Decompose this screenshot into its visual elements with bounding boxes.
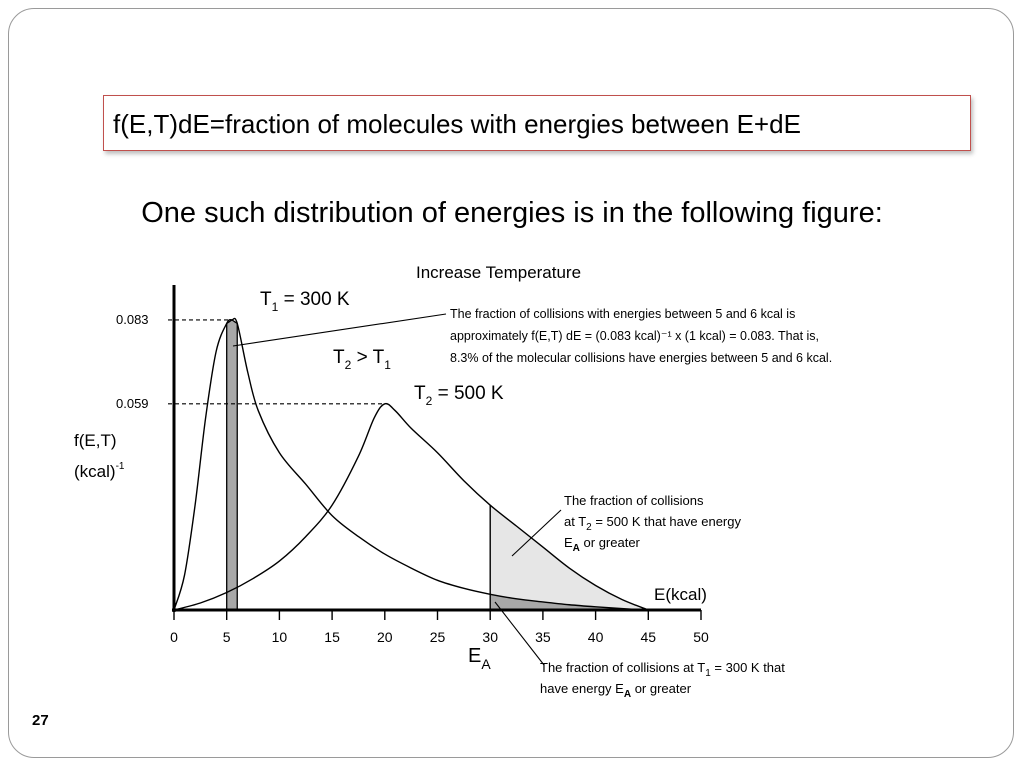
t2-gt-t1-label: T2 > T1 bbox=[333, 347, 391, 372]
band-note: The fraction of collisions with energies… bbox=[450, 307, 832, 365]
marks-layer bbox=[232, 313, 562, 666]
y-tick-label: 0.083 bbox=[116, 312, 149, 327]
chart-title: Increase Temperature bbox=[416, 263, 581, 282]
ea-axis-label: EA bbox=[468, 645, 491, 672]
t1-label: T1 = 300 K bbox=[260, 289, 350, 314]
highlight-band bbox=[226, 319, 238, 611]
series-t2-line bbox=[173, 402, 649, 611]
slide-title: f(E,T)dE=fraction of molecules with ener… bbox=[103, 95, 971, 151]
page-number: 27 bbox=[32, 712, 49, 729]
t2-tail-leader bbox=[511, 509, 562, 557]
t1-tail-leader bbox=[494, 601, 545, 666]
x-tick-label: 30 bbox=[482, 629, 498, 645]
x-tick-label: 35 bbox=[535, 629, 551, 645]
x-tick-label: 25 bbox=[430, 629, 446, 645]
ylabel-unit: (kcal)-1 bbox=[74, 461, 125, 481]
ylabel: f(E,T) bbox=[74, 431, 117, 450]
band-note-leader bbox=[232, 313, 447, 347]
t1-tail-area bbox=[490, 594, 649, 610]
t2-label: T2 = 500 K bbox=[414, 383, 504, 408]
curves-layer bbox=[173, 317, 649, 611]
x-tick-label: 10 bbox=[272, 629, 288, 645]
x-tick-label: 5 bbox=[223, 629, 231, 645]
t1-tail-note: The fraction of collisions at T1 = 300 K… bbox=[540, 660, 789, 700]
x-tick-label: 50 bbox=[693, 629, 709, 645]
xlabel: E(kcal) bbox=[654, 585, 707, 604]
series-t1-line bbox=[173, 317, 649, 611]
x-tick-label: 15 bbox=[324, 629, 340, 645]
axes-layer: 0 5 10 15 20 25 30 35 40 45 50 0.083 0.059 bbox=[116, 285, 709, 645]
t2-tail-note: The fraction of collisions at T2 = 500 K… bbox=[564, 493, 745, 554]
x-tick-label: 45 bbox=[641, 629, 657, 645]
slide-subtitle: One such distribution of energies is in … bbox=[141, 197, 883, 229]
x-tick-label: 0 bbox=[170, 629, 178, 645]
x-tick-label: 20 bbox=[377, 629, 393, 645]
y-tick-label: 0.059 bbox=[116, 396, 149, 411]
t2-tail-area bbox=[490, 505, 649, 610]
x-tick-label: 40 bbox=[588, 629, 604, 645]
